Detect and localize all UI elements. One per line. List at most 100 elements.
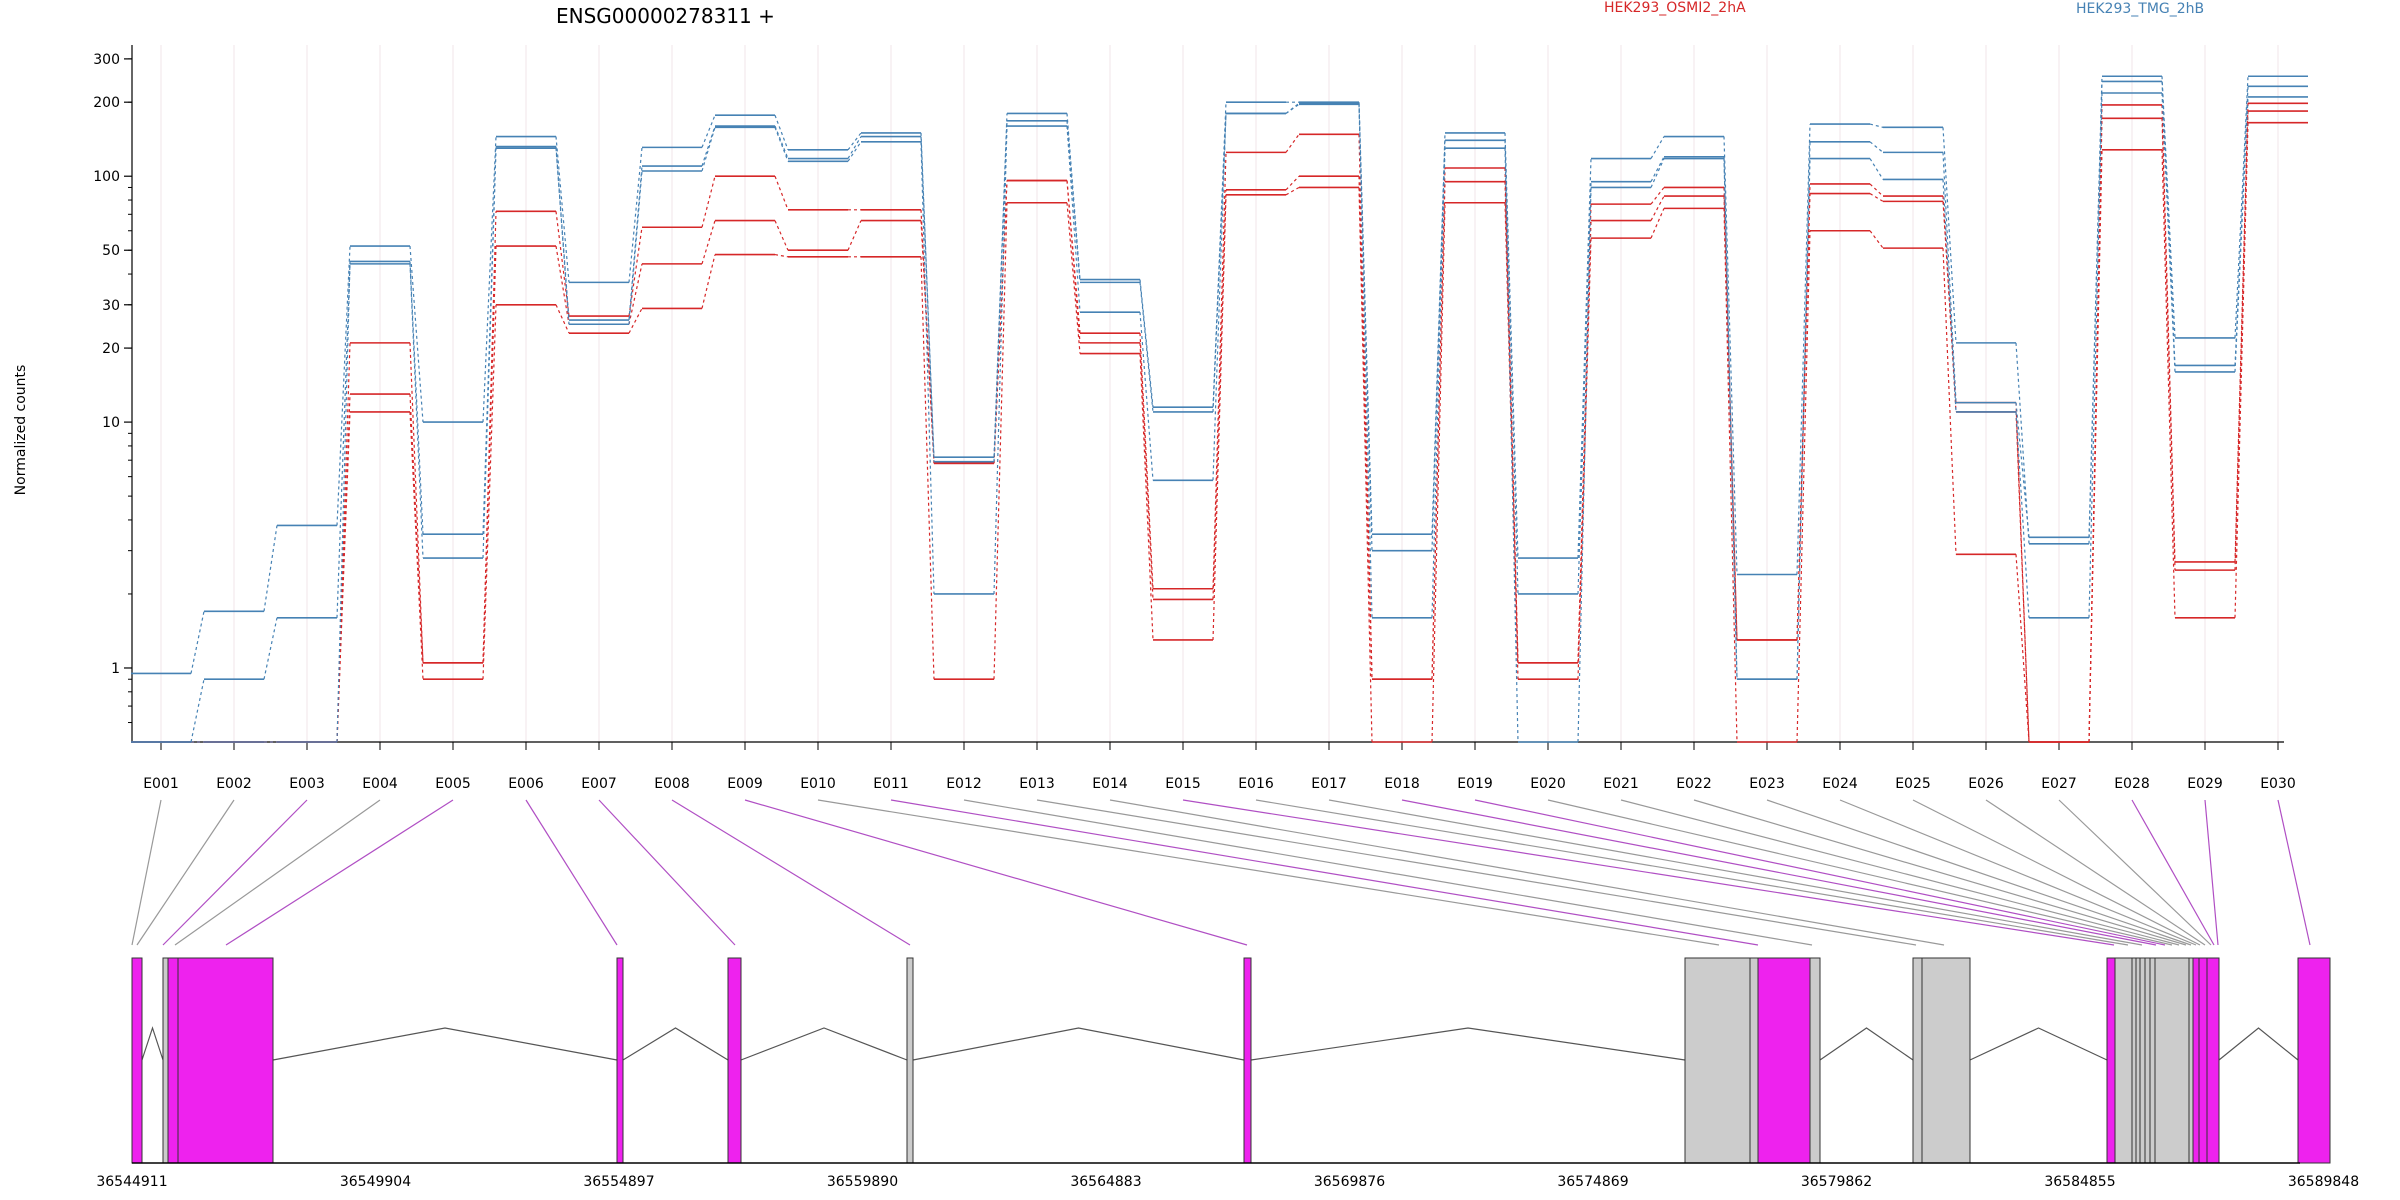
series-connector (2161, 149, 2176, 618)
x-tick-label: E021 (1603, 776, 1639, 792)
series-connector (1285, 186, 1300, 196)
series-connector (482, 136, 497, 423)
series-connector (774, 253, 789, 258)
exon-block-other (2114, 957, 2190, 1164)
series-connector (920, 256, 935, 680)
exon-connector (671, 799, 911, 946)
series-connector (409, 394, 424, 663)
exon-block-tested (131, 957, 143, 1164)
x-tick-label: E010 (800, 776, 836, 792)
series-connector (628, 263, 643, 325)
exon-connector (174, 799, 381, 946)
series-connector (1504, 202, 1519, 680)
series-connector (482, 148, 497, 559)
x-tick-label: E017 (1311, 776, 1347, 792)
exon-block-tested (2106, 957, 2116, 1164)
exon-connector (1839, 799, 2197, 946)
exon-block-tested (177, 957, 274, 1164)
series-connector (336, 411, 351, 743)
series-connector (1869, 141, 1884, 153)
exon-block-other (162, 957, 169, 1164)
series-connector (774, 125, 789, 159)
exon-connector (2204, 799, 2219, 946)
x-tick-label: E027 (2041, 776, 2077, 792)
series-connector (920, 141, 935, 594)
series-connector (1869, 158, 1884, 180)
exon-connector (2277, 799, 2311, 946)
series-connector (847, 136, 862, 159)
exon-connector (1328, 799, 2143, 946)
x-tick-label: E030 (2260, 776, 2296, 792)
intron-line (141, 1026, 164, 1061)
series-connector (1504, 181, 1519, 663)
series-connector (336, 342, 351, 743)
y-axis: 1 10 20 30 50 100 200 300 (93, 45, 133, 742)
series-connector (1723, 136, 1738, 575)
exon-block-tested (2297, 957, 2331, 1164)
exon-block-other (1809, 957, 1821, 1164)
series-connector (1212, 152, 1227, 589)
genomic-tick-label: 36574869 (1557, 1174, 1628, 1190)
gene-model (131, 957, 2331, 1164)
x-tick-label: E028 (2114, 776, 2150, 792)
series-connector (1139, 312, 1154, 481)
series-connector (2234, 96, 2249, 372)
series-connector (263, 617, 278, 680)
series-connector (2088, 92, 2103, 618)
series-connector (628, 147, 643, 283)
series-connector (1869, 230, 1884, 249)
series-connector (190, 611, 205, 674)
series-connector (2161, 118, 2176, 571)
series-connector (1942, 152, 1957, 403)
x-tick-label: E013 (1019, 776, 1055, 792)
exon-block-other (1921, 957, 1971, 1164)
x-tick-label: E001 (143, 776, 179, 792)
series-connector (555, 245, 570, 325)
exon-block-tested (2198, 957, 2208, 1164)
exon-connector (1109, 799, 1945, 946)
series-connector (1577, 187, 1592, 743)
series-connector (1723, 158, 1738, 680)
exon-connector (817, 799, 1720, 946)
x-axis: E001 E002 E003 E004 E005 E006 E007 E008 E009 E010… (132, 741, 2296, 792)
series-lines (131, 75, 2308, 743)
series-connector (1066, 125, 1081, 313)
series-connector (2015, 402, 2030, 538)
exon-connector (598, 799, 736, 946)
genomic-tick-label: 36554897 (583, 1174, 654, 1190)
exon-connector (162, 799, 308, 946)
series-connector (2234, 103, 2249, 562)
series-connector (1650, 136, 1665, 159)
series-connector (628, 308, 643, 334)
series-connector (701, 220, 716, 265)
series-connector (701, 127, 716, 172)
series-5 (131, 92, 2308, 743)
y-tick-label: 200 (93, 95, 120, 111)
exon-block-tested (727, 957, 742, 1164)
intron-line (912, 1027, 1245, 1061)
series-connector (555, 148, 570, 325)
x-tick-label: E019 (1457, 776, 1493, 792)
series-connector (1212, 194, 1227, 640)
series-connector (2015, 402, 2030, 743)
exon-connector (1401, 799, 2157, 946)
intron-line (1969, 1027, 2108, 1061)
x-tick-label: E009 (727, 776, 763, 792)
intron-line (1250, 1027, 1686, 1061)
series-connector (1577, 181, 1592, 594)
x-tick-label: E007 (581, 776, 617, 792)
x-tick-label: E006 (508, 776, 544, 792)
series-connector (774, 175, 789, 211)
genomic-tick-label: 36569876 (1314, 1174, 1385, 1190)
genomic-tick-label: 36579862 (1801, 1174, 1872, 1190)
x-tick-label: E005 (435, 776, 471, 792)
x-tick-label: E011 (873, 776, 909, 792)
series-connector (1650, 158, 1665, 188)
series-connector (1723, 208, 1738, 743)
series-connector (1139, 333, 1154, 589)
y-tick-label: 100 (93, 169, 120, 185)
series-connector (190, 679, 205, 743)
series-connector (1504, 132, 1519, 559)
exon-connector (890, 799, 1759, 946)
series-connector (2161, 81, 2176, 366)
